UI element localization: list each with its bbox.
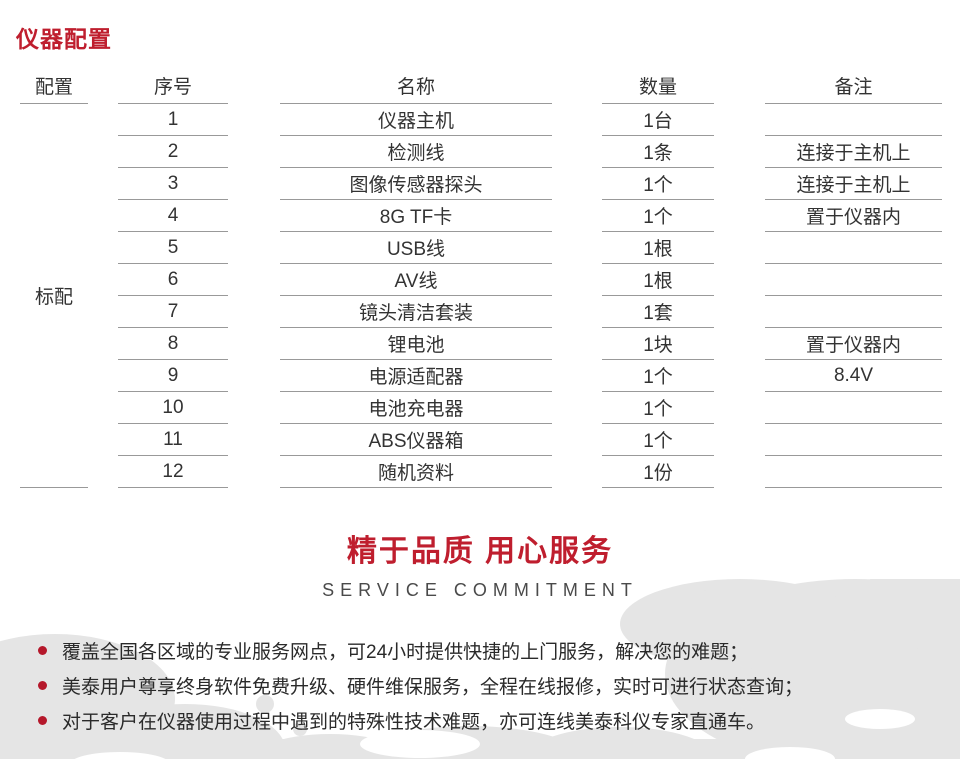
table-row: 4 8G TF卡 1个 置于仪器内: [0, 200, 960, 232]
row-qty: 1台: [602, 104, 714, 136]
row-no: 1: [118, 104, 228, 136]
config-merged-cell: 标配: [20, 104, 88, 488]
row-remark: [765, 456, 942, 488]
table-row: 11 ABS仪器箱 1个: [0, 424, 960, 456]
page-title: 仪器配置: [16, 26, 112, 52]
row-qty: 1根: [602, 232, 714, 264]
table-row: 1 仪器主机 1台: [0, 104, 960, 136]
bullet-dot-icon: [38, 681, 47, 690]
row-name: 图像传感器探头: [280, 168, 552, 200]
header-no: 序号: [118, 67, 228, 104]
row-no: 6: [118, 264, 228, 296]
commitment-title: 精于品质 用心服务: [346, 535, 614, 568]
table-row: 6 AV线 1根: [0, 264, 960, 296]
bullet-dot-icon: [38, 646, 47, 655]
row-remark: [765, 104, 942, 136]
header-name: 名称: [280, 67, 552, 104]
header-remark: 备注: [765, 67, 942, 104]
table-row: 12 随机资料 1份: [0, 456, 960, 488]
row-no: 5: [118, 232, 228, 264]
row-qty: 1个: [602, 200, 714, 232]
row-no: 11: [118, 424, 228, 456]
row-name: 检测线: [280, 136, 552, 168]
row-remark: 连接于主机上: [765, 136, 942, 168]
row-no: 12: [118, 456, 228, 488]
row-remark: [765, 232, 942, 264]
bullet-dot-icon: [38, 716, 47, 725]
row-no: 2: [118, 136, 228, 168]
row-name: 随机资料: [280, 456, 552, 488]
bullet-text: 覆盖全国各区域的专业服务网点，可24小时提供快捷的上门服务，解决您的难题；: [62, 642, 749, 663]
row-qty: 1条: [602, 136, 714, 168]
commitment-subtitle: SERVICE COMMITMENT: [322, 580, 638, 600]
row-remark: [765, 264, 942, 296]
row-no: 10: [118, 392, 228, 424]
row-name: 锂电池: [280, 328, 552, 360]
table-row: 5 USB线 1根: [0, 232, 960, 264]
row-remark: 连接于主机上: [765, 168, 942, 200]
table-row: 8 锂电池 1块 置于仪器内: [0, 328, 960, 360]
row-name: 电源适配器: [280, 360, 552, 392]
row-remark: 8.4V: [765, 360, 942, 392]
page: 仪器配置 配置 序号 名称 数量 备注 1 仪器主机 1台: [0, 20, 960, 759]
bullet-text: 对于客户在仪器使用过程中遇到的特殊性技术难题，亦可连线美泰科仪专家直通车。: [62, 712, 766, 733]
bullet-text: 美泰用户尊享终身软件免费升级、硬件维保服务，全程在线报修，实时可进行状态查询；: [62, 677, 804, 698]
row-no: 7: [118, 296, 228, 328]
row-qty: 1个: [602, 360, 714, 392]
row-remark: [765, 296, 942, 328]
row-name: 8G TF卡: [280, 200, 552, 232]
row-qty: 1块: [602, 328, 714, 360]
header-qty: 数量: [602, 67, 714, 104]
row-qty: 1根: [602, 264, 714, 296]
row-name: USB线: [280, 232, 552, 264]
row-qty: 1个: [602, 392, 714, 424]
row-qty: 1套: [602, 296, 714, 328]
table-header-row: 配置 序号 名称 数量 备注: [0, 67, 960, 104]
service-bullet-item: 美泰用户尊享终身软件免费升级、硬件维保服务，全程在线报修，实时可进行状态查询；: [38, 668, 960, 703]
row-name: ABS仪器箱: [280, 424, 552, 456]
world-map-watermark: [0, 579, 960, 759]
table-body: 1 仪器主机 1台 2 检测线 1条 连接于主机上 3 图像传感器探头 1个 连…: [0, 104, 960, 488]
service-bullet-item: 对于客户在仪器使用过程中遇到的特殊性技术难题，亦可连线美泰科仪专家直通车。: [38, 703, 960, 738]
table-row: 7 镜头清洁套装 1套: [0, 296, 960, 328]
row-qty: 1份: [602, 456, 714, 488]
table-row: 3 图像传感器探头 1个 连接于主机上: [0, 168, 960, 200]
service-bullet-list: 覆盖全国各区域的专业服务网点，可24小时提供快捷的上门服务，解决您的难题； 美泰…: [0, 633, 960, 738]
row-remark: [765, 392, 942, 424]
row-no: 4: [118, 200, 228, 232]
row-remark: 置于仪器内: [765, 200, 942, 232]
row-qty: 1个: [602, 168, 714, 200]
row-name: 镜头清洁套装: [280, 296, 552, 328]
row-qty: 1个: [602, 424, 714, 456]
row-name: AV线: [280, 264, 552, 296]
header-config: 配置: [20, 67, 88, 104]
service-bullet-item: 覆盖全国各区域的专业服务网点，可24小时提供快捷的上门服务，解决您的难题；: [38, 633, 960, 668]
table-row: 9 电源适配器 1个 8.4V: [0, 360, 960, 392]
table-row: 10 电池充电器 1个: [0, 392, 960, 424]
row-remark: 置于仪器内: [765, 328, 942, 360]
row-name: 电池充电器: [280, 392, 552, 424]
configuration-table: 配置 序号 名称 数量 备注 1 仪器主机 1台 2 检测线: [0, 67, 960, 488]
row-no: 3: [118, 168, 228, 200]
service-commitment-section: 精于品质 用心服务 SERVICE COMMITMENT: [0, 526, 960, 601]
table-row: 2 检测线 1条 连接于主机上: [0, 136, 960, 168]
row-no: 9: [118, 360, 228, 392]
row-no: 8: [118, 328, 228, 360]
row-name: 仪器主机: [280, 104, 552, 136]
row-remark: [765, 424, 942, 456]
